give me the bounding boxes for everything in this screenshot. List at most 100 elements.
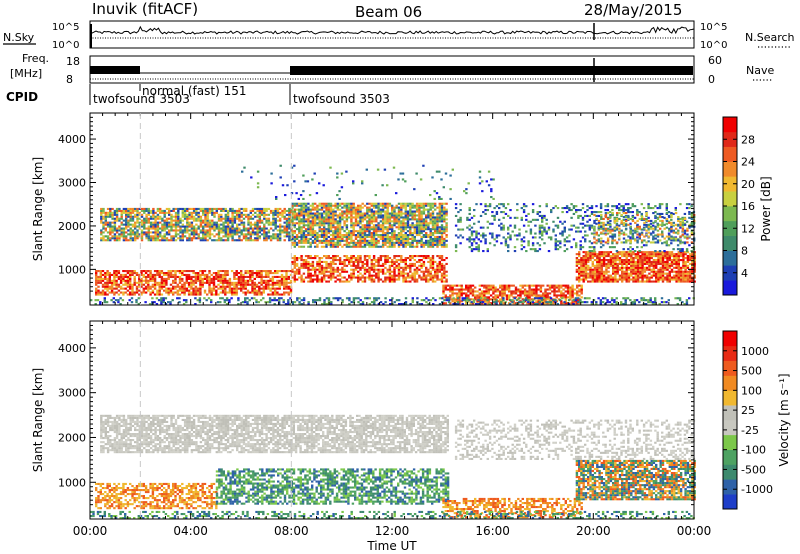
echo-cell xyxy=(548,288,552,291)
echo-cell xyxy=(142,279,145,282)
echo-cell xyxy=(168,233,171,236)
echo-cell xyxy=(147,270,150,273)
echo-cell xyxy=(406,212,410,215)
echo-cell xyxy=(246,281,250,284)
echo-cell xyxy=(609,251,613,254)
echo-cell xyxy=(144,285,148,288)
echo-cell xyxy=(217,233,221,236)
echo-cell xyxy=(215,285,218,288)
echo-cell xyxy=(158,281,161,284)
echo-cell xyxy=(593,280,597,283)
echo-cell xyxy=(422,224,426,227)
echo-cell xyxy=(325,260,328,263)
echo-cell xyxy=(262,279,265,282)
echo-cell xyxy=(598,276,601,279)
echo-cell xyxy=(598,262,601,265)
echo-cell xyxy=(279,211,282,214)
echo-cell xyxy=(149,225,153,228)
echo-cell xyxy=(438,202,441,205)
echo-cell xyxy=(309,220,312,223)
echo-cell xyxy=(327,210,330,213)
echo-cell xyxy=(158,270,161,273)
echo-cell xyxy=(190,227,194,230)
echo-cell xyxy=(384,278,387,281)
echo-cell xyxy=(679,280,683,283)
echo-cell xyxy=(267,279,270,282)
echo-cell xyxy=(643,270,647,273)
echo-cell xyxy=(293,214,296,217)
echo-cell xyxy=(625,259,628,262)
echo-cell xyxy=(370,262,373,265)
echo-cell xyxy=(377,239,380,242)
echo-cell xyxy=(627,280,631,283)
echo-cell xyxy=(265,237,268,240)
echo-cell xyxy=(445,245,448,248)
echo-cell xyxy=(425,234,428,237)
echo-cell xyxy=(125,231,128,234)
echo-cell xyxy=(458,302,461,305)
echo-cell xyxy=(489,288,493,291)
echo-cell xyxy=(409,276,412,279)
echo-cell xyxy=(643,266,647,269)
echo-cell xyxy=(238,215,241,218)
echo-cell xyxy=(249,215,252,218)
echo-cell xyxy=(222,235,225,238)
echo-cell xyxy=(357,232,360,235)
echo-cell xyxy=(445,243,448,246)
echo-cell xyxy=(332,257,335,260)
echo-cell xyxy=(178,281,182,284)
echo-cell xyxy=(219,277,222,280)
echo-cell xyxy=(147,273,150,276)
echo-cell xyxy=(118,225,121,228)
echo-cell xyxy=(254,227,257,230)
echo-cell xyxy=(174,225,178,228)
echo-cell xyxy=(211,207,214,210)
echo-cell xyxy=(327,220,330,223)
echo-cell xyxy=(670,264,674,267)
echo-cell xyxy=(323,272,326,275)
echo-cell xyxy=(478,288,481,291)
echo-cell xyxy=(370,208,373,211)
echo-cell xyxy=(106,215,110,218)
echo-cell xyxy=(659,268,662,271)
echo-cell xyxy=(276,219,280,222)
echo-cell xyxy=(616,255,619,258)
echo-cell xyxy=(213,211,216,214)
echo-cell xyxy=(431,212,435,215)
echo-cell xyxy=(325,239,328,242)
echo-cell xyxy=(160,277,164,280)
echo-cell xyxy=(357,222,360,225)
echo-cell xyxy=(415,234,419,237)
echo-cell xyxy=(609,274,613,277)
echo-cell xyxy=(323,216,326,219)
echo-cell xyxy=(418,274,421,277)
echo-cell xyxy=(295,264,299,267)
echo-cell xyxy=(345,259,349,262)
echo-cell xyxy=(224,207,227,210)
echo-cell xyxy=(443,232,446,235)
echo-cell xyxy=(251,272,254,275)
echo-cell xyxy=(512,290,515,293)
echo-cell xyxy=(233,289,236,292)
echo-cell xyxy=(395,214,398,217)
echo-cell xyxy=(357,234,360,237)
echo-cell xyxy=(251,279,254,282)
echo-cell xyxy=(258,207,261,210)
echo-cell xyxy=(246,275,250,278)
echo-cell xyxy=(160,272,164,275)
echo-cell xyxy=(427,226,430,229)
echo-cell xyxy=(99,270,102,273)
echo-cell xyxy=(480,294,484,297)
echo-cell xyxy=(589,270,592,273)
echo-cell xyxy=(332,220,335,223)
echo-cell xyxy=(217,229,221,232)
echo-cell xyxy=(625,272,628,275)
echo-cell xyxy=(300,264,303,267)
echo-cell xyxy=(670,276,674,279)
echo-cell xyxy=(366,260,369,263)
echo-cell xyxy=(363,226,367,229)
echo-cell xyxy=(314,241,317,244)
echo-cell xyxy=(124,281,127,284)
echo-cell xyxy=(213,207,216,210)
echo-cell xyxy=(664,251,667,254)
